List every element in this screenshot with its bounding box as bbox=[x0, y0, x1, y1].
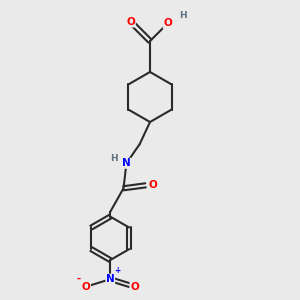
Text: O: O bbox=[127, 17, 135, 27]
Text: O: O bbox=[163, 18, 172, 28]
Text: +: + bbox=[115, 266, 121, 275]
Text: -: - bbox=[76, 274, 81, 284]
Text: H: H bbox=[110, 154, 118, 163]
Text: O: O bbox=[130, 282, 139, 292]
Text: N: N bbox=[106, 274, 115, 284]
Text: H: H bbox=[179, 11, 187, 20]
Text: O: O bbox=[148, 180, 157, 190]
Text: O: O bbox=[82, 282, 91, 292]
Text: N: N bbox=[122, 158, 131, 168]
